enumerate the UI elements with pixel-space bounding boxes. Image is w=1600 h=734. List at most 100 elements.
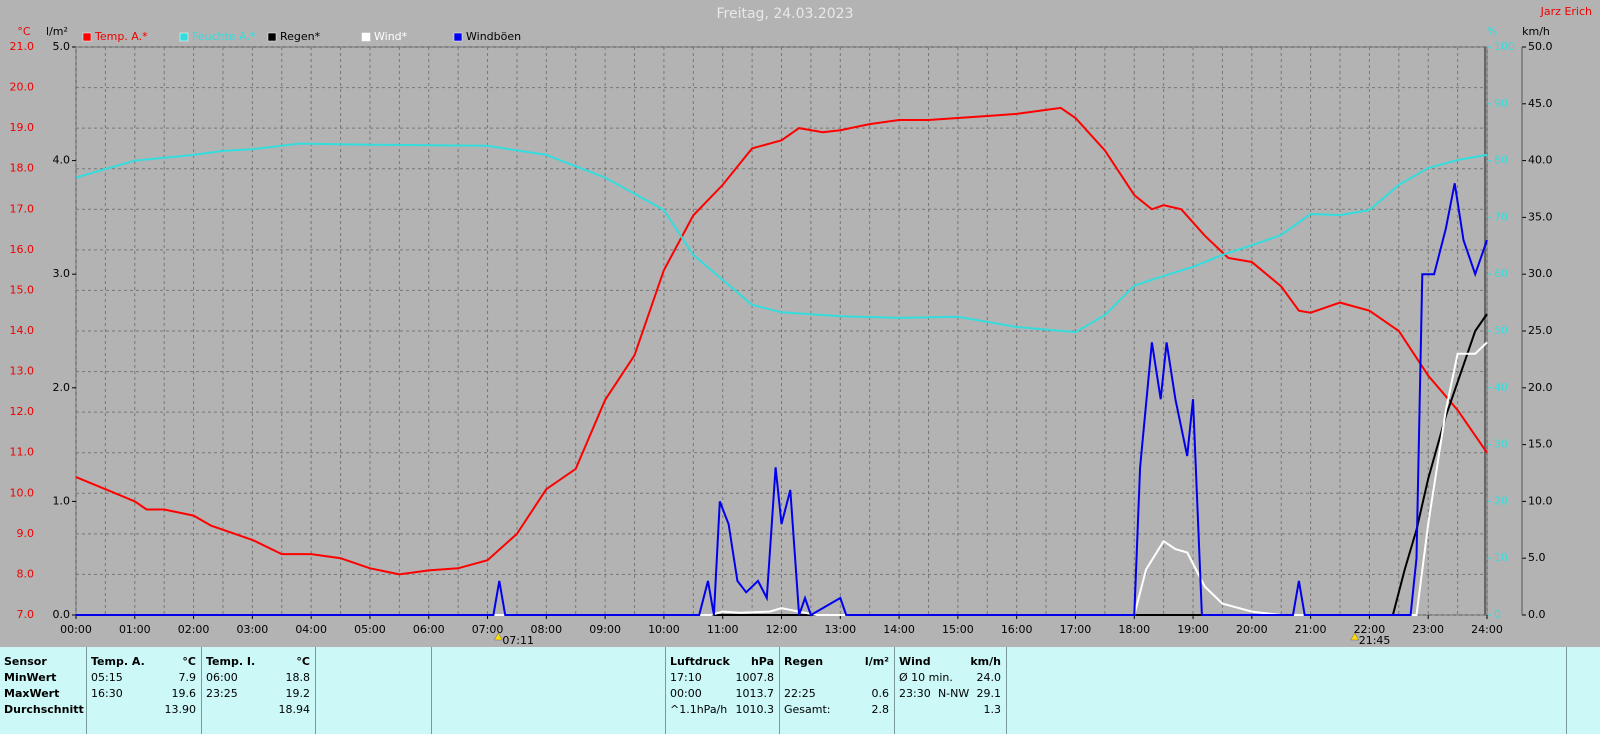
x-tick-label: 00:00 (60, 623, 92, 636)
y2-tick-label: 2.0 (53, 381, 71, 394)
cell-text: 2.8 (871, 702, 890, 716)
cell-text: 7.9 (178, 670, 197, 684)
x-tick-label: 23:00 (1412, 623, 1444, 636)
y4-tick-label: 45.0 (1528, 97, 1553, 110)
table-cell: 06:00 18.8 (206, 669, 310, 685)
x-tick-label: 01:00 (119, 623, 151, 636)
cell-text: 05:15 (91, 670, 123, 684)
x-tick-label: 12:00 (766, 623, 798, 636)
table-cell: Luftdruck hPa (670, 653, 774, 669)
cell-text: Luftdruck (670, 654, 730, 668)
series-line (76, 341, 1488, 616)
x-tick-label: 15:00 (942, 623, 974, 636)
cell-text: Wind (899, 654, 931, 668)
table-cell: ^1.1hPa/h 1010.3 (670, 701, 774, 717)
table-cell: Durchschnitt (4, 701, 84, 717)
x-tick-label: 08:00 (530, 623, 562, 636)
y3-axis-unit: % (1487, 25, 1497, 38)
table-column: Regen l/m² 22:25 0.6 Gesamt: 2.8 (780, 647, 895, 734)
y4-tick-label: 15.0 (1528, 438, 1553, 451)
y3-tick-label: 30 (1494, 438, 1508, 451)
table-cell: 16:30 19.6 (91, 685, 196, 701)
table-cell: 13.90 (91, 701, 197, 717)
cell-text: 00:00 (670, 686, 702, 700)
series-line (75, 106, 1488, 576)
x-tick-label: 11:00 (707, 623, 739, 636)
sun-marker (493, 632, 503, 641)
table-cell: Wind km/h (899, 653, 1001, 669)
series-line (75, 142, 1488, 334)
legend-label: Feuchte A.* (192, 30, 256, 43)
y-tick-label: 10.0 (10, 486, 35, 499)
cell-text: 1007.8 (735, 670, 775, 684)
legend-label: Regen* (280, 30, 321, 43)
cell-text: Sensor (4, 654, 47, 668)
y3-tick-label: 70 (1494, 210, 1508, 223)
table-cell: 17:10 1007.8 (670, 669, 774, 685)
cell-text: 23:30 (899, 686, 931, 700)
y4-tick-label: 35.0 (1528, 210, 1553, 223)
x-tick-label: 02:00 (178, 623, 210, 636)
y-tick-label: 21.0 (10, 40, 35, 53)
x-tick-label: 24:00 (1471, 623, 1503, 636)
x-tick-label: 17:00 (1060, 623, 1092, 636)
cell-text: 1.3 (983, 702, 1002, 716)
y4-tick-label: 25.0 (1528, 324, 1553, 337)
cell-text: km/h (970, 654, 1001, 668)
cell-text: 13.90 (164, 702, 197, 716)
chart-title: Freitag, 24.03.2023 (717, 6, 854, 22)
table-column: Temp. A. °C 05:15 7.9 16:30 19.6 13.90 (87, 647, 202, 734)
x-tick-label: 10:00 (648, 623, 680, 636)
y-tick-label: 14.0 (10, 324, 35, 337)
cell-text: 19.2 (285, 686, 311, 700)
y2-tick-label: 5.0 (53, 40, 71, 53)
y2-tick-label: 3.0 (53, 267, 71, 280)
cell-text: ^1.1hPa/h (670, 702, 728, 716)
x-tick-label: 07:00 (472, 623, 504, 636)
legend-swatch (267, 32, 277, 42)
y-tick-label: 19.0 (10, 121, 35, 134)
x-tick-label: 14:00 (883, 623, 915, 636)
y-tick-label: 12.0 (10, 405, 35, 418)
y4-tick-label: 20.0 (1528, 381, 1553, 394)
cell-text: 22:25 (784, 686, 816, 700)
y3-tick-label: 0 (1494, 608, 1501, 621)
y-tick-label: 16.0 (10, 243, 35, 256)
series-line (76, 183, 1488, 617)
legend-swatch (453, 32, 463, 42)
cell-text: 1013.7 (735, 686, 775, 700)
legend-swatch (82, 32, 92, 42)
x-tick-label: 13:00 (824, 623, 856, 636)
cell-text: °C (296, 654, 310, 668)
x-tick-label: 20:00 (1236, 623, 1268, 636)
y4-tick-label: 30.0 (1528, 267, 1553, 280)
y2-tick-label: 4.0 (53, 154, 71, 167)
table-column: Temp. I. °C 06:00 18.8 23:25 19.2 18.94 (202, 647, 316, 734)
y2-tick-label: 1.0 (53, 494, 71, 507)
source: Jarz Erich (1540, 5, 1592, 18)
cell-text: MaxWert (4, 686, 60, 700)
stats-table: Sensor MinWert MaxWert Durchschnitt Temp. A.… (0, 647, 1600, 734)
y3-tick-label: 20 (1494, 494, 1508, 507)
x-tick-label: 09:00 (589, 623, 621, 636)
x-tick-label: 21:00 (1295, 623, 1327, 636)
legend-swatch (361, 32, 371, 42)
table-column: Wind km/h Ø 10 min. 24.0 23:30 N-NW 29.1 1.3 (895, 647, 1007, 734)
y-tick-label: 18.0 (10, 162, 35, 175)
x-tick-label: 18:00 (1118, 623, 1150, 636)
x-tick-label: 03:00 (237, 623, 269, 636)
y4-tick-label: 5.0 (1528, 551, 1546, 564)
cell-text: Durchschnitt (4, 702, 84, 716)
table-cell: 05:15 7.9 (91, 669, 196, 685)
cell-text: 23:25 (206, 686, 238, 700)
y-tick-label: 7.0 (17, 608, 35, 621)
table-column (1007, 647, 1567, 734)
x-tick-label: 04:00 (295, 623, 327, 636)
y-tick-label: 15.0 (10, 283, 35, 296)
y-tick-label: 11.0 (10, 446, 35, 459)
cell-text: Temp. A. (91, 654, 145, 668)
legend-label: Windböen (466, 30, 521, 43)
y2-axis-unit: l/m² (46, 25, 68, 38)
chart: Freitag, 24.03.2023 Jarz Erich °C l/m² %… (9, 5, 1593, 647)
cell-text: 18.94 (278, 702, 311, 716)
